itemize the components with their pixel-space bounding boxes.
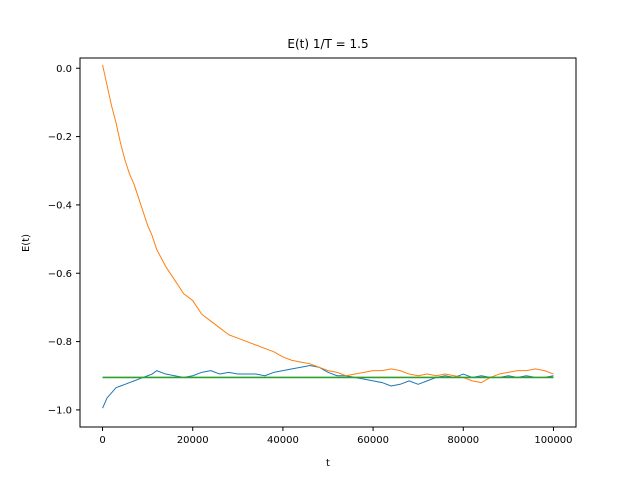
series-line-2 (102, 64, 554, 384)
x-axis: 0 20000 40000 60000 80000 100000 (99, 427, 573, 446)
series-layer (102, 64, 554, 409)
y-tick-label: −0.2 (48, 132, 72, 143)
y-tick-label: −1.0 (48, 405, 72, 416)
x-tick-label: 20000 (177, 435, 209, 446)
x-tick-label: 100000 (534, 435, 572, 446)
x-axis-label: t (326, 458, 330, 469)
x-tick-label: 60000 (357, 435, 389, 446)
y-axis-label: E(t) (21, 234, 32, 252)
x-tick-label: 0 (99, 435, 105, 446)
series-line-1 (102, 365, 554, 409)
chart-title: E(t) 1/T = 1.5 (287, 37, 368, 51)
y-tick-label: −0.6 (48, 269, 72, 280)
x-tick-label: 40000 (267, 435, 299, 446)
y-tick-label: −0.8 (48, 337, 72, 348)
plot-area-frame (79, 57, 577, 428)
x-tick-label: 80000 (447, 435, 479, 446)
y-axis: 0.0 −0.2 −0.4 −0.6 −0.8 −1.0 (48, 64, 80, 416)
y-tick-label: −0.4 (48, 200, 72, 211)
y-tick-label: 0.0 (56, 64, 72, 75)
